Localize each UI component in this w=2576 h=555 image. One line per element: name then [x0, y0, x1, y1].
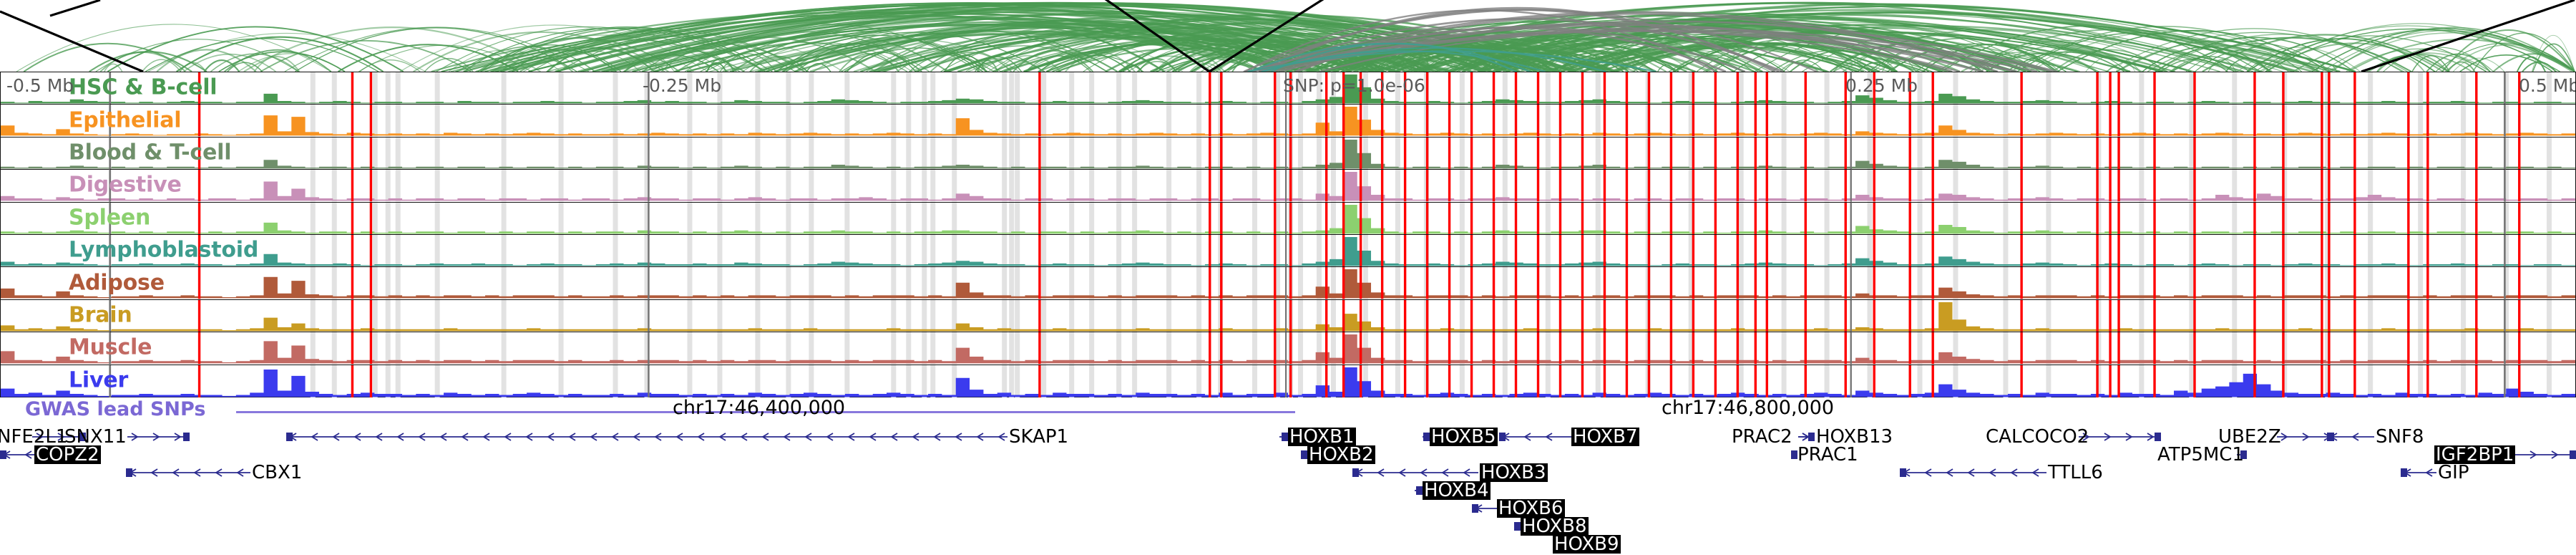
gene-label-hoxb3[interactable]: HOXB3	[1480, 462, 1548, 483]
signal-track-brain[interactable]: Brain	[1, 299, 2575, 333]
gene-label-hoxb13[interactable]: HOXB13	[1816, 426, 1893, 448]
gene-label-cbx1[interactable]: CBX1	[252, 462, 303, 483]
signal-track-blood-t-cell[interactable]: Blood & T-cell	[1, 137, 2575, 170]
gene-label-copz2[interactable]: COPZ2	[34, 444, 101, 465]
signal-track-liver[interactable]: Liver	[1, 365, 2575, 397]
gene-label-gip[interactable]: GIP	[2438, 462, 2469, 483]
axis-tick-label-1: -0.25 Mb	[643, 75, 722, 96]
gene-label-hoxb5[interactable]: HOXB5	[1430, 426, 1498, 448]
gene-model-lines	[0, 433, 2576, 531]
gene-label-igf2bp1[interactable]: IGF2BP1	[2434, 444, 2516, 465]
signal-track-adipose[interactable]: Adipose	[1, 267, 2575, 300]
gene-label-hoxb2[interactable]: HOXB2	[1307, 444, 1375, 465]
axis-tick-label-0: -0.5 Mb	[6, 75, 74, 96]
gwas-axis-line	[236, 411, 1295, 413]
signal-track-muscle[interactable]: Muscle	[1, 332, 2575, 365]
gene-label-hoxb6[interactable]: HOXB6	[1497, 498, 1565, 519]
gene-label-hoxb7[interactable]: HOXB7	[1571, 426, 1639, 448]
gene-label-skap1[interactable]: SKAP1	[1009, 426, 1069, 448]
gene-label-hoxb8[interactable]: HOXB8	[1521, 516, 1589, 537]
gene-label-hoxb1[interactable]: HOXB1	[1288, 426, 1356, 448]
gene-annotation-track: NFE2L1 SNX11 SKAP1 HOXB1 HOXB5 HOXB7 COPZ2 HOXB…	[0, 426, 2576, 554]
gene-label-snf8[interactable]: SNF8	[2376, 426, 2424, 448]
gene-label-hoxb4[interactable]: HOXB4	[1423, 480, 1491, 501]
signal-track-lymphoblastoid[interactable]: Lymphoblastoid	[1, 234, 2575, 268]
signal-track-spleen[interactable]: Spleen	[1, 202, 2575, 235]
chromatin-interaction-arcs	[0, 0, 2575, 72]
axis-tick-label-3: 0.25 Mb	[1845, 75, 1918, 96]
coordinate-label-left: chr17:46,400,000	[673, 397, 846, 419]
signal-track-hsc-b-cell[interactable]: HSC & B-cell -0.5 Mb -0.25 Mb SNP: p=1.0e-0…	[1, 72, 2575, 105]
axis-tick-label-2: SNP: p=1.0e-06	[1283, 75, 1425, 96]
gene-label-hoxb9[interactable]: HOXB9	[1553, 534, 1621, 555]
gene-label-prac1[interactable]: PRAC1	[1797, 444, 1858, 465]
gwas-lead-snps-label: GWAS lead SNPs	[25, 398, 206, 420]
signal-track-digestive[interactable]: Digestive	[1, 170, 2575, 203]
signal-track-epithelial[interactable]: Epithelial	[1, 105, 2575, 137]
gene-label-atp5mc1[interactable]: ATP5MC1	[2157, 444, 2244, 465]
gene-label-snx11[interactable]: SNX11	[64, 426, 127, 448]
gene-label-prac2[interactable]: PRAC2	[1732, 426, 1792, 448]
gene-label-calcoco2[interactable]: CALCOCO2	[1986, 426, 2089, 448]
gene-label-ttll6[interactable]: TTLL6	[2048, 462, 2103, 483]
coordinate-row: GWAS lead SNPs chr17:46,400,000 chr17:46…	[0, 397, 2576, 427]
gene-label-ube2z[interactable]: UBE2Z	[2218, 426, 2281, 448]
axis-tick-label-4: 0.5 Mb	[2519, 75, 2575, 96]
gene-label-nfe2l1[interactable]: NFE2L1	[0, 426, 68, 448]
signal-tracks-container: HSC & B-cell -0.5 Mb -0.25 Mb SNP: p=1.0e-0…	[0, 72, 2576, 397]
coordinate-label-right: chr17:46,800,000	[1662, 397, 1835, 419]
